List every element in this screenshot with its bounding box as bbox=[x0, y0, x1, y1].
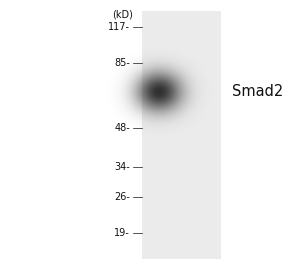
Text: Smad2: Smad2 bbox=[232, 84, 283, 99]
Text: 34-: 34- bbox=[114, 162, 130, 172]
Text: 19-: 19- bbox=[114, 228, 130, 238]
Text: 26-: 26- bbox=[114, 192, 130, 202]
Text: 85-: 85- bbox=[114, 58, 130, 68]
Text: (kD): (kD) bbox=[112, 9, 133, 19]
Text: 48-: 48- bbox=[114, 123, 130, 133]
Text: 117-: 117- bbox=[108, 22, 130, 32]
FancyBboxPatch shape bbox=[142, 11, 221, 259]
